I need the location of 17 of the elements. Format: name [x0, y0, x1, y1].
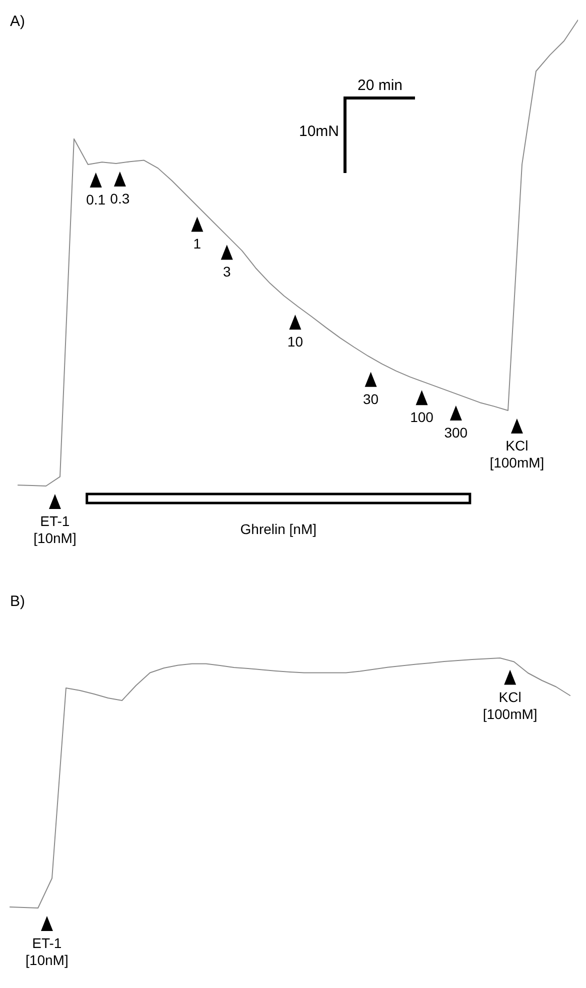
annotation: 20 min	[357, 77, 403, 94]
chart-title: B)	[10, 593, 26, 610]
annotation: 1	[193, 236, 202, 252]
annotation: 100	[410, 409, 434, 426]
annotation: 0.3	[110, 190, 130, 207]
annotation: 10mN	[298, 123, 339, 140]
annotation: 10	[287, 334, 304, 350]
text: ET-1 [10nM]	[26, 935, 68, 968]
annotation: 0.1	[86, 191, 106, 208]
annotation: 30	[363, 390, 379, 407]
chart-title: A)	[10, 13, 26, 30]
annotation: KCl [100mM]	[490, 438, 544, 471]
annotation: KCl [100mM]	[482, 688, 538, 722]
text: ET-1 [10nM]	[34, 513, 76, 546]
annotation: 3	[222, 264, 231, 280]
annotation: 300	[444, 424, 468, 440]
text: Ghrelin [nM]	[240, 521, 317, 537]
